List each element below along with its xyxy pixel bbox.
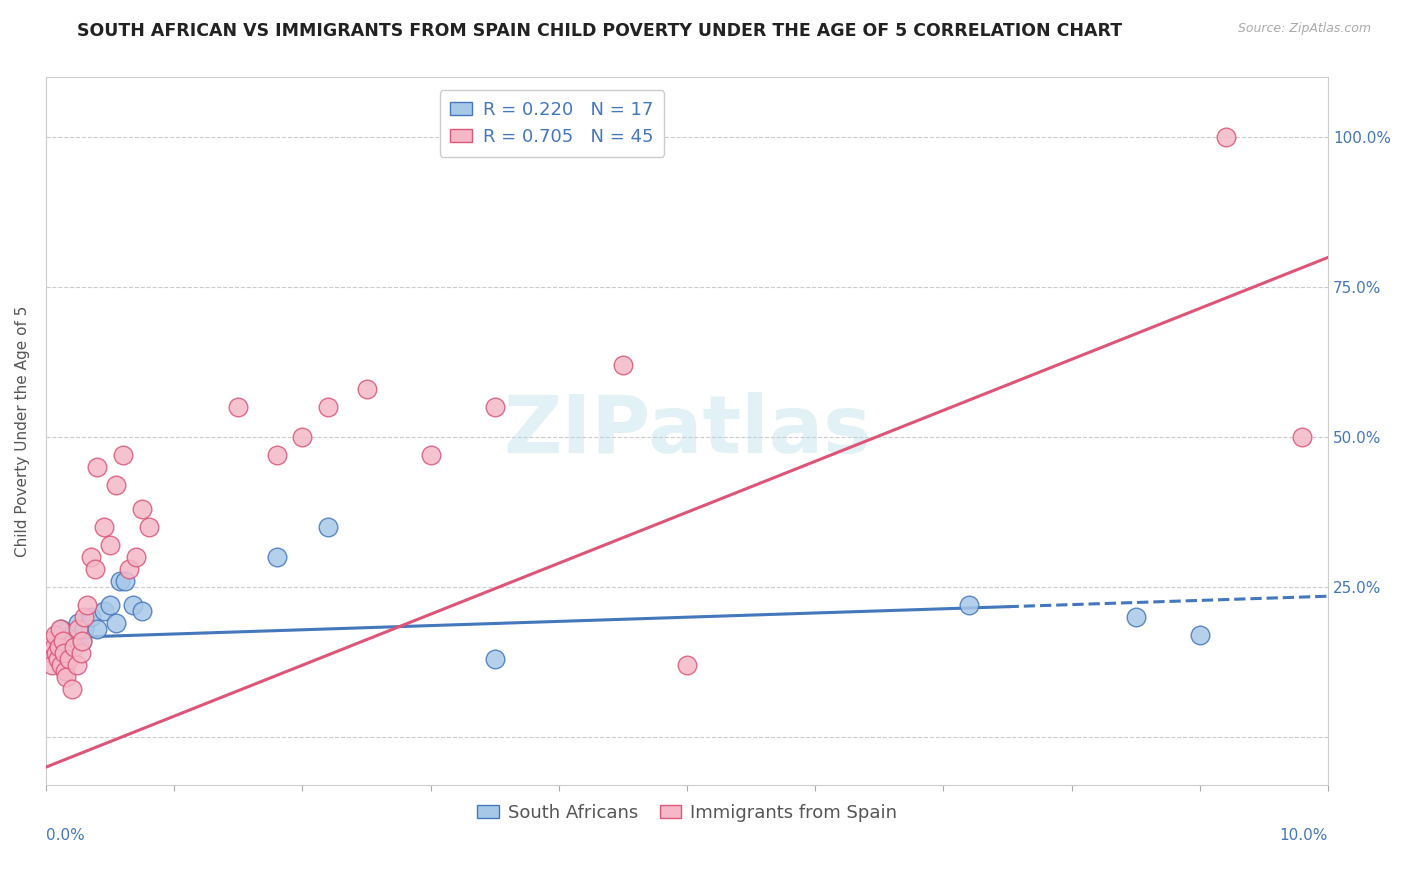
Point: [58, 652, 80, 666]
Point: [122, 598, 145, 612]
Point: [86, 460, 108, 475]
Point: [60, 628, 83, 642]
Point: [93, 520, 115, 534]
Point: [70, 634, 93, 648]
Point: [114, 574, 136, 589]
Point: [98, 538, 121, 552]
Point: [98, 598, 121, 612]
Text: ZIPatlas: ZIPatlas: [503, 392, 872, 470]
Point: [226, 401, 249, 415]
Point: [51, 658, 73, 673]
Point: [1215, 130, 1237, 145]
Point: [86, 622, 108, 636]
Legend: South Africans, Immigrants from Spain: South Africans, Immigrants from Spain: [470, 797, 904, 830]
Point: [76, 598, 98, 612]
Text: SOUTH AFRICAN VS IMMIGRANTS FROM SPAIN CHILD POVERTY UNDER THE AGE OF 5 CORRELAT: SOUTH AFRICAN VS IMMIGRANTS FROM SPAIN C…: [77, 22, 1122, 40]
Point: [316, 401, 339, 415]
Point: [44, 628, 66, 642]
Point: [105, 478, 128, 492]
Point: [66, 622, 89, 636]
Point: [42, 640, 65, 655]
Point: [291, 430, 314, 444]
Point: [55, 670, 77, 684]
Point: [66, 616, 89, 631]
Point: [60, 682, 83, 697]
Point: [66, 658, 89, 673]
Point: [80, 550, 103, 565]
Point: [356, 382, 378, 396]
Point: [612, 359, 634, 373]
Point: [51, 622, 73, 636]
Point: [484, 401, 506, 415]
Point: [63, 640, 86, 655]
Point: [316, 520, 339, 534]
Point: [1188, 628, 1211, 642]
Point: [52, 646, 75, 660]
Point: [69, 646, 91, 660]
Point: [419, 448, 441, 462]
Point: [73, 622, 96, 636]
Point: [52, 634, 75, 648]
Point: [53, 664, 76, 678]
Point: [131, 502, 153, 516]
Point: [1125, 610, 1147, 624]
Point: [73, 610, 96, 624]
Point: [80, 610, 103, 624]
Point: [58, 640, 80, 655]
Point: [125, 550, 148, 565]
Text: Source: ZipAtlas.com: Source: ZipAtlas.com: [1237, 22, 1371, 36]
Point: [266, 448, 288, 462]
Point: [105, 616, 128, 631]
Point: [1291, 430, 1313, 444]
Point: [38, 634, 60, 648]
Point: [484, 652, 506, 666]
Point: [49, 622, 72, 636]
Point: [41, 634, 63, 648]
Text: 0.0%: 0.0%: [46, 828, 84, 843]
Text: 10.0%: 10.0%: [1279, 828, 1329, 843]
Point: [46, 652, 69, 666]
Point: [70, 634, 93, 648]
Y-axis label: Child Poverty Under the Age of 5: Child Poverty Under the Age of 5: [15, 306, 30, 557]
Point: [48, 640, 70, 655]
Point: [111, 448, 134, 462]
Point: [83, 562, 105, 576]
Point: [676, 658, 699, 673]
Point: [93, 604, 115, 618]
Point: [131, 604, 153, 618]
Point: [957, 598, 980, 612]
Point: [45, 646, 67, 660]
Point: [39, 646, 62, 660]
Point: [41, 658, 63, 673]
Point: [118, 562, 141, 576]
Point: [110, 574, 132, 589]
Point: [266, 550, 288, 565]
Point: [138, 520, 160, 534]
